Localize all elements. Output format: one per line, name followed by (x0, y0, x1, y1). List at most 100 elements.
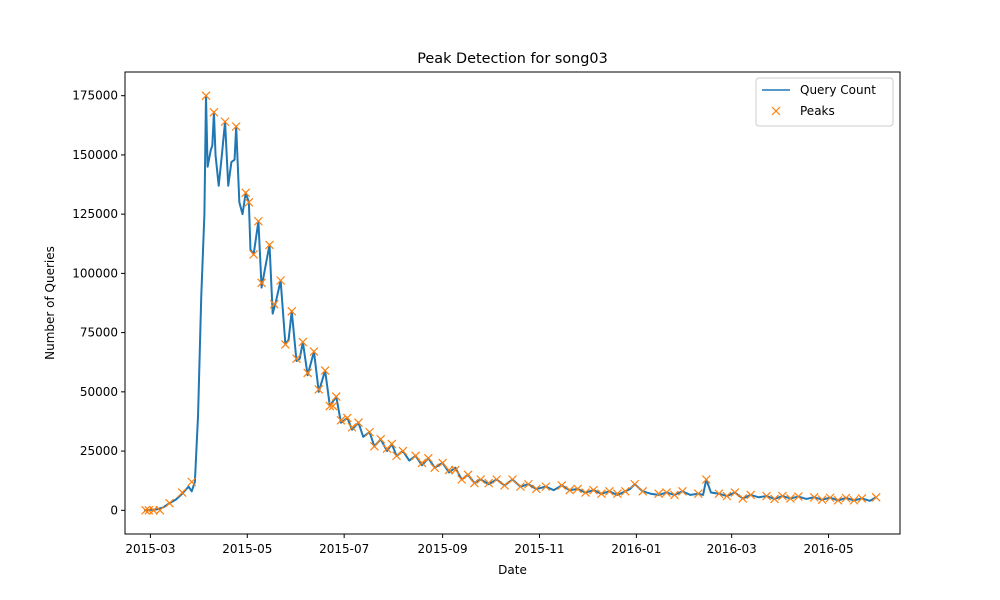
peak-marker (314, 385, 324, 394)
peak-marker (500, 481, 509, 490)
peak-marker (369, 441, 379, 451)
peak-marker (165, 498, 174, 508)
peak-marker (220, 117, 230, 127)
peak-marker (457, 475, 467, 484)
legend: Query Count Peaks (755, 77, 894, 127)
peak-marker (833, 495, 843, 505)
peak-marker (231, 122, 241, 131)
peak-marker (265, 240, 274, 250)
peak-marker (354, 418, 363, 428)
y-tick-label: 25000 (80, 444, 118, 458)
peak-marker (746, 490, 756, 500)
peak-marker (817, 495, 827, 505)
plot-area (125, 72, 900, 534)
y-tick-label: 125000 (72, 207, 118, 221)
peak-marker (508, 475, 517, 484)
y-tick-label: 150000 (72, 148, 118, 162)
peak-marker (376, 434, 386, 444)
peak-marker (670, 490, 679, 500)
peak-marker (336, 415, 346, 425)
y-tick-label: 0 (110, 503, 118, 517)
peak-marker (269, 299, 279, 309)
peak-marker (292, 354, 301, 364)
peak-marker (438, 458, 448, 468)
legend-marker-swatch (771, 106, 781, 116)
peak-marker (201, 91, 211, 101)
peak-marker (871, 492, 881, 502)
peak-marker (177, 488, 187, 497)
peak-marker (450, 465, 460, 475)
peak-marker (241, 188, 251, 198)
peak-marker (523, 479, 533, 489)
peak-marker (253, 216, 263, 226)
y-tick-label: 100000 (72, 266, 118, 280)
peak-marker (342, 413, 352, 423)
chart-title: Peak Detection for song03 (417, 51, 607, 67)
peak-marker (630, 479, 640, 489)
peak-marker (303, 368, 313, 378)
peak-marker (411, 451, 421, 461)
peak-marker (809, 492, 819, 502)
peak-marker (320, 366, 330, 375)
peak-marker (597, 489, 606, 499)
peak-marker (155, 505, 165, 515)
peak-marker (589, 485, 598, 495)
y-tick-label: 50000 (80, 385, 118, 399)
y-tick-label: 75000 (80, 326, 118, 340)
x-tick-label: 2015-09 (418, 542, 468, 556)
peak-marker (701, 475, 711, 484)
peak-marker (298, 337, 308, 347)
x-tick-label: 2016-01 (611, 542, 661, 556)
x-tick-label: 2016-03 (707, 542, 757, 556)
x-axis-label: Date (498, 563, 527, 577)
axes-frame (124, 71, 901, 535)
peak-marker (280, 340, 290, 349)
y-tick-label: 175000 (72, 89, 118, 103)
peak-marker (331, 392, 341, 402)
legend-label-peaks: Peaks (800, 104, 835, 118)
peak-marker (557, 481, 567, 490)
peak-marker (209, 107, 219, 117)
peak-marker (841, 493, 851, 503)
peak-marker (325, 401, 335, 411)
peak-marker (149, 505, 159, 515)
peak-marker (463, 470, 473, 480)
peak-marker (678, 486, 687, 496)
peak-marker (604, 486, 614, 496)
peak-marker (730, 488, 740, 497)
peak-marker (347, 422, 357, 432)
peak-marker (612, 489, 622, 499)
peak-marker (309, 347, 319, 356)
peak-marker (693, 489, 703, 499)
peak-marker (785, 494, 795, 503)
peak-marker (484, 478, 494, 488)
peak-marker (423, 453, 433, 463)
x-tick-label: 2015-05 (222, 542, 272, 556)
peak-marker (328, 401, 338, 411)
legend-box (755, 77, 894, 127)
x-axis-ticks: 2015-03 2015-05 2015-07 2015-09 2015-11 2016-… (125, 534, 854, 556)
peak-marker (714, 489, 724, 499)
peak-marker (793, 492, 803, 501)
peak-marker (249, 250, 259, 259)
peak-marker (287, 306, 297, 316)
y-axis-ticks: 0 25000 50000 75000 100000 125000 150000 175000 (72, 89, 125, 517)
peak-marker (638, 486, 648, 496)
peak-marker (417, 458, 427, 468)
peak-marker (662, 488, 671, 497)
x-tick-label: 2015-07 (319, 542, 369, 556)
peak-marker (825, 493, 835, 503)
peak-marker (257, 278, 267, 288)
peak-marker (392, 451, 401, 461)
peak-marker (276, 276, 286, 285)
peak-marker (778, 491, 787, 501)
peak-marker (857, 494, 867, 503)
peak-marker (620, 486, 630, 496)
peak-marker (365, 427, 374, 437)
peak-marker (141, 505, 151, 515)
peak-marker (244, 197, 254, 207)
peak-marker (573, 484, 583, 494)
y-axis-label: Number of Queries (43, 246, 57, 360)
